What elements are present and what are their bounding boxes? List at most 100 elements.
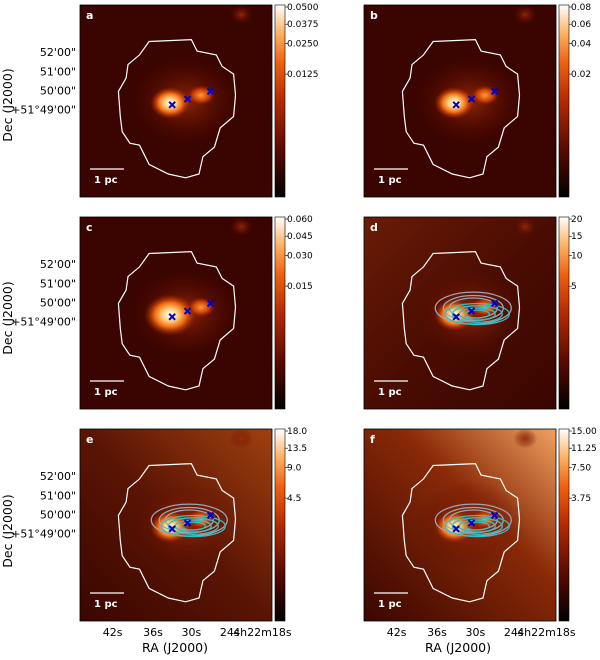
colorbar: 0.060 0.045 0.030 0.015 [274,215,313,410]
svg-text:24s: 24s [504,626,524,639]
svg-text:30s: 30s [465,626,485,639]
svg-text:RA (J2000): RA (J2000) [142,640,208,655]
svg-text:42s: 42s [387,626,407,639]
svg-text:52'00": 52'00" [40,258,76,271]
colorbar: 15.00 11.25 7.50 3.75 [558,427,597,622]
svg-text:52'00": 52'00" [40,46,76,59]
scale-bar: 1 pc [374,380,408,398]
emission-blob [229,4,254,25]
svg-text:50'00": 50'00" [40,509,76,522]
colorbar-tick-label: 15.00 [571,427,597,437]
source-marker [452,313,460,321]
svg-text:Dec (J2000): Dec (J2000) [0,68,15,141]
source-marker [467,95,476,103]
svg-text:42s: 42s [103,626,123,639]
emission-blob [229,216,254,237]
colorbar-tick-label: 13.5 [287,444,307,454]
emission-blob [513,428,538,449]
svg-text:+51°49'00": +51°49'00" [11,528,76,541]
mask-contour [401,462,521,603]
colorbar-tick-label: 0.02 [571,70,591,80]
secondary-emission [186,85,215,106]
source-marker [183,519,192,527]
mask-contour [117,38,237,179]
svg-text:1 pc: 1 pc [94,599,118,610]
colorbar-tick-label: 9.0 [287,463,302,473]
secondary-emission [186,297,215,318]
colorbar: 0.0500 0.0375 0.0250 0.0125 [274,3,319,198]
colorbar-tick-label: 0.04 [571,39,591,49]
emission-blob [229,428,254,449]
svg-text:30s: 30s [181,626,201,639]
dec-tick-labels: 52'00" 51'00" 50'00" +51°49'00" [11,258,76,329]
svg-text:52'00": 52'00" [40,470,76,483]
colorbar-tick-label: 18.0 [287,427,307,437]
source-marker [452,101,460,109]
colorbar-tick-label: 0.06 [571,20,591,30]
colorbar-tick-label: 0.030 [287,251,313,261]
intensity-contours [434,291,512,326]
source-marker [452,525,460,533]
panel-letter: e [86,433,93,446]
svg-text:+51°49'00": +51°49'00" [11,316,76,329]
scale-bar: 1 pc [90,168,124,186]
emission-blob [513,216,538,237]
intensity-contours [434,503,512,538]
svg-text:Dec (J2000): Dec (J2000) [0,494,15,567]
svg-text:50'00": 50'00" [40,85,76,98]
svg-text:1 pc: 1 pc [94,387,118,398]
colorbar-tick-label: 0.0500 [287,3,319,13]
colorbar-tick-label: 10 [571,251,583,261]
colorbar-tick-label: 3.75 [571,494,591,504]
source-marker [206,87,215,96]
panel-letter: a [86,9,93,22]
scale-bar: 1 pc [90,592,124,610]
colorbar-tick-label: 0.045 [287,232,313,242]
mask-contour [117,250,237,391]
source-marker [183,95,192,103]
dec-tick-labels: 52'00" 51'00" 50'00" +51°49'00" [11,470,76,541]
panel-f: f 1 pc 15.00 11.25 7.50 3.75 42s 36s 30s 24s4h22m… [363,427,597,639]
panel-frame [79,4,273,198]
panel-letter: b [370,9,378,22]
ra-axis-title: RA (J2000) RA (J2000) [142,640,491,655]
scale-bar: 1 pc [90,380,124,398]
panel-frame [363,4,557,198]
scale-bar: 1 pc [374,592,408,610]
colorbar-tick-label: 15 [571,232,582,242]
svg-text:1 pc: 1 pc [378,599,402,610]
panel-frame [363,428,557,622]
source-marker [168,313,176,321]
source-marker [467,307,476,315]
panel-d: d 1 pc 20 15 10 5 [363,215,583,410]
source-marker [206,511,215,520]
svg-text:1 pc: 1 pc [94,175,118,186]
colorbar-tick-label: 0.0375 [287,20,319,30]
colorbar-tick-label: 0.060 [287,215,313,225]
colorbar-tick-label: 7.50 [571,463,591,473]
source-marker [490,511,499,520]
colorbar: 20 15 10 5 [558,215,583,410]
panel-frame [79,216,273,410]
svg-text:RA (J2000): RA (J2000) [425,640,491,655]
svg-text:36s: 36s [143,626,163,639]
mask-contour [401,38,521,179]
colorbar-tick-label: 11.25 [571,444,597,454]
colorbar: 0.08 0.06 0.04 0.02 [558,3,591,198]
panel-frame [363,216,557,410]
secondary-emission [470,85,499,106]
svg-text:+51°49'00": +51°49'00" [11,104,76,117]
scale-bar: 1 pc [374,168,408,186]
panel-a: a 1 pc 0.0500 0.0375 0.0250 0.0125 52'00" 51'00… [11,3,319,198]
colorbar-tick-label: 20 [571,215,583,225]
dec-axis-title: Dec (J2000) Dec (J2000) Dec (J2000) [0,68,15,567]
svg-text:4h22m18s: 4h22m18s [517,626,576,639]
svg-text:4h22m18s: 4h22m18s [233,626,292,639]
colorbar-tick-label: 0.08 [571,3,591,13]
mask-contour [117,462,237,603]
svg-text:51'00": 51'00" [40,490,76,503]
source-marker [467,519,476,527]
